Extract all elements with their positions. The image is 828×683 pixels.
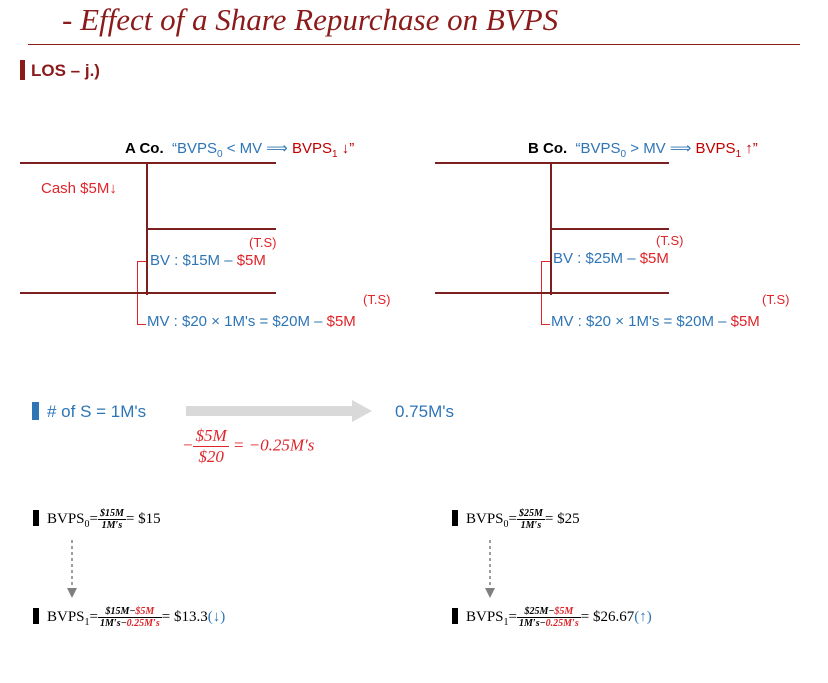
b-down-arrow-icon xyxy=(485,540,495,598)
los-label: LOS – j.) xyxy=(20,60,100,81)
shares-label: # of S = 1M's xyxy=(32,402,146,422)
b-ts-2: (T.S) xyxy=(762,292,790,307)
bullet-icon xyxy=(33,607,39,624)
b-ts-1: (T.S) xyxy=(656,233,684,248)
los-bar-icon xyxy=(20,60,25,80)
bullet-icon xyxy=(452,607,458,624)
shares-result: 0.75M's xyxy=(395,402,454,421)
a-top-line xyxy=(20,162,276,164)
shares-calc: − $5M $20 = −0.25M′s xyxy=(182,426,315,466)
b-co-header: B Co. “BVPS0 > MV ⟹ BVPS1 ↑” xyxy=(528,140,758,160)
a-down-arrow-icon xyxy=(67,540,77,598)
a-bvps0-formula: BVPS0= $15M 1M′s = $15 xyxy=(33,508,161,531)
a-bv-label: BV : $15M – $5M xyxy=(150,252,266,269)
title-divider xyxy=(28,44,800,45)
a-ts-2: (T.S) xyxy=(363,292,391,307)
a-mid-line xyxy=(146,228,276,230)
bullet-icon xyxy=(452,509,458,526)
b-bvps1-formula: BVPS1= $25M−$5M 1M′s−0.25M′s = $26.67(↑) xyxy=(452,606,652,629)
right-arrow-icon xyxy=(186,400,372,422)
bullet-icon xyxy=(33,509,39,526)
a-ts-1: (T.S) xyxy=(249,235,277,250)
b-bottom-line xyxy=(435,292,669,294)
page-title: - Effect of a Share Repurchase on BVPS xyxy=(62,2,559,37)
b-mv-label: MV : $20 × 1M's = $20M – $5M xyxy=(551,313,760,330)
a-mv-label: MV : $20 × 1M's = $20M – $5M xyxy=(147,313,356,330)
a-cash-label: Cash $5M↓ xyxy=(41,180,117,197)
b-bv-label: BV : $25M – $5M xyxy=(553,250,669,267)
a-bottom-line xyxy=(20,292,276,294)
a-co-header: A Co. “BVPS0 < MV ⟹ BVPS1 ↓” xyxy=(125,140,355,160)
b-bvps0-formula: BVPS0= $25M 1M′s = $25 xyxy=(452,508,580,531)
a-bvps1-formula: BVPS1= $15M−$5M 1M′s−0.25M′s = $13.3(↓) xyxy=(33,606,225,629)
b-mid-line xyxy=(550,228,669,230)
blue-bullet-icon xyxy=(32,402,39,420)
b-top-line xyxy=(435,162,669,164)
